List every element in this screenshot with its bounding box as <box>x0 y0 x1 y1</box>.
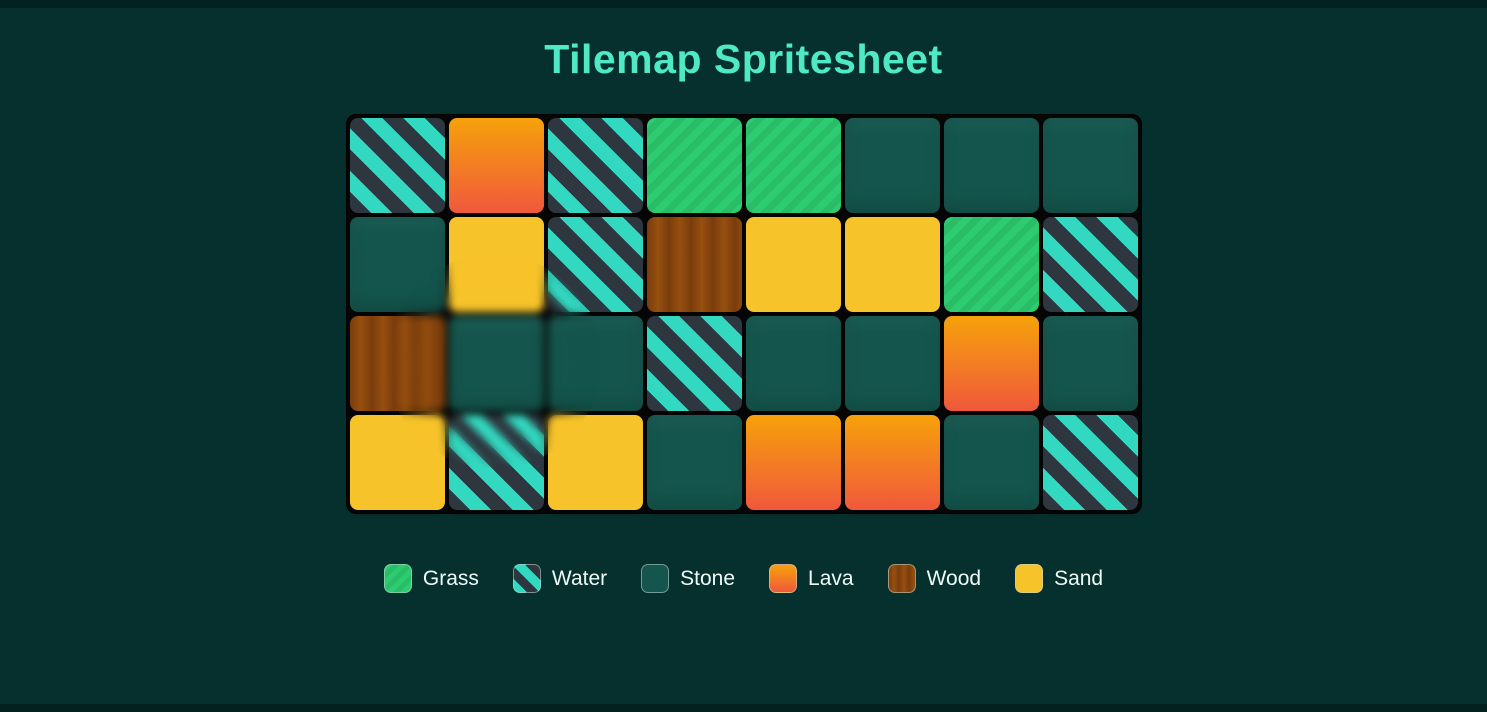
tile-lava[interactable] <box>844 415 940 510</box>
tilemap-grid-wrapper <box>345 114 1142 514</box>
legend-item-water: Water <box>512 564 608 593</box>
tilemap-grid <box>345 114 1142 514</box>
tile-water[interactable] <box>1042 217 1138 312</box>
tile-water[interactable] <box>349 118 445 213</box>
tile-stone[interactable] <box>547 316 643 411</box>
tile-water[interactable] <box>1042 415 1138 510</box>
tile-stone[interactable] <box>943 118 1039 213</box>
tile-sand[interactable] <box>844 217 940 312</box>
legend-label-stone: Stone <box>680 566 736 590</box>
legend-item-stone: Stone <box>641 564 735 593</box>
legend-item-grass: Grass <box>383 564 479 593</box>
grass-swatch-icon <box>383 564 412 593</box>
tile-lava[interactable] <box>943 316 1039 411</box>
page-title: Tilemap Spritesheet <box>544 36 943 82</box>
tile-lava[interactable] <box>448 118 544 213</box>
tile-sand[interactable] <box>547 415 643 510</box>
legend-item-wood: Wood <box>887 564 982 593</box>
tile-water[interactable] <box>547 217 643 312</box>
tile-grass[interactable] <box>943 217 1039 312</box>
tile-lava[interactable] <box>745 415 841 510</box>
wood-swatch-icon <box>887 564 916 593</box>
tile-stone[interactable] <box>1042 316 1138 411</box>
tile-stone[interactable] <box>844 316 940 411</box>
lava-swatch-icon <box>769 564 798 593</box>
water-swatch-icon <box>512 564 541 593</box>
legend-label-lava: Lava <box>808 566 854 590</box>
tile-grass[interactable] <box>646 118 742 213</box>
legend-label-water: Water <box>551 566 608 590</box>
tile-water[interactable] <box>448 415 544 510</box>
tile-water[interactable] <box>547 118 643 213</box>
tile-stone[interactable] <box>1042 118 1138 213</box>
tile-wood[interactable] <box>646 217 742 312</box>
tile-stone[interactable] <box>745 316 841 411</box>
tile-wood[interactable] <box>349 316 445 411</box>
tile-stone[interactable] <box>646 415 742 510</box>
tile-sand[interactable] <box>349 415 445 510</box>
tile-sand[interactable] <box>745 217 841 312</box>
legend-label-wood: Wood <box>926 566 982 590</box>
tile-stone[interactable] <box>844 118 940 213</box>
tile-sand[interactable] <box>448 217 544 312</box>
legend-label-sand: Sand <box>1054 566 1104 590</box>
tile-grass[interactable] <box>745 118 841 213</box>
legend-label-grass: Grass <box>422 566 479 590</box>
tile-stone[interactable] <box>448 316 544 411</box>
legend: Grass Water Stone Lava Wood Sand <box>0 564 1487 593</box>
tile-stone[interactable] <box>349 217 445 312</box>
tile-stone[interactable] <box>943 415 1039 510</box>
sand-swatch-icon <box>1015 564 1044 593</box>
legend-item-lava: Lava <box>769 564 854 593</box>
legend-item-sand: Sand <box>1015 564 1103 593</box>
stone-swatch-icon <box>641 564 670 593</box>
tile-water[interactable] <box>646 316 742 411</box>
